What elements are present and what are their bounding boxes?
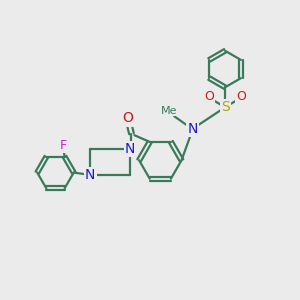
Text: F: F <box>60 139 67 152</box>
Text: S: S <box>221 100 230 114</box>
Text: O: O <box>236 90 246 103</box>
Text: O: O <box>122 111 134 125</box>
Text: N: N <box>188 122 198 136</box>
Text: O: O <box>204 90 214 103</box>
Text: N: N <box>85 168 95 182</box>
Text: N: N <box>125 142 135 156</box>
Text: Me: Me <box>161 106 177 116</box>
